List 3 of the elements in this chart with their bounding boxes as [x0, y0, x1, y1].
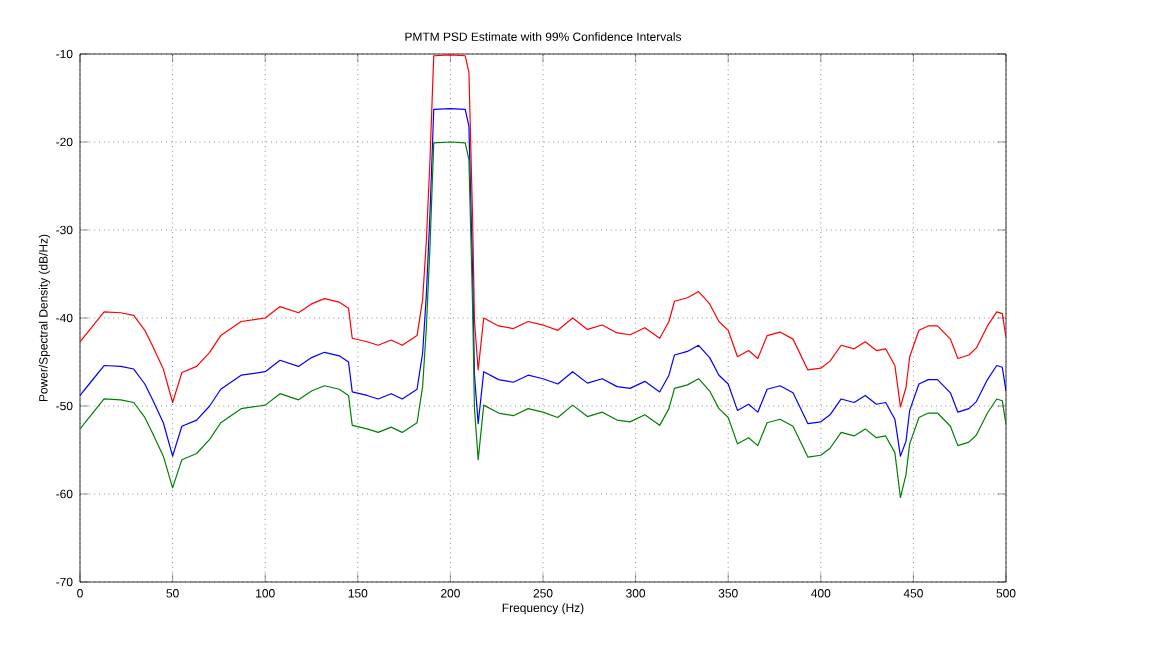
line-series — [80, 107, 1006, 457]
line-series — [80, 54, 1006, 408]
line-series — [80, 141, 1006, 499]
